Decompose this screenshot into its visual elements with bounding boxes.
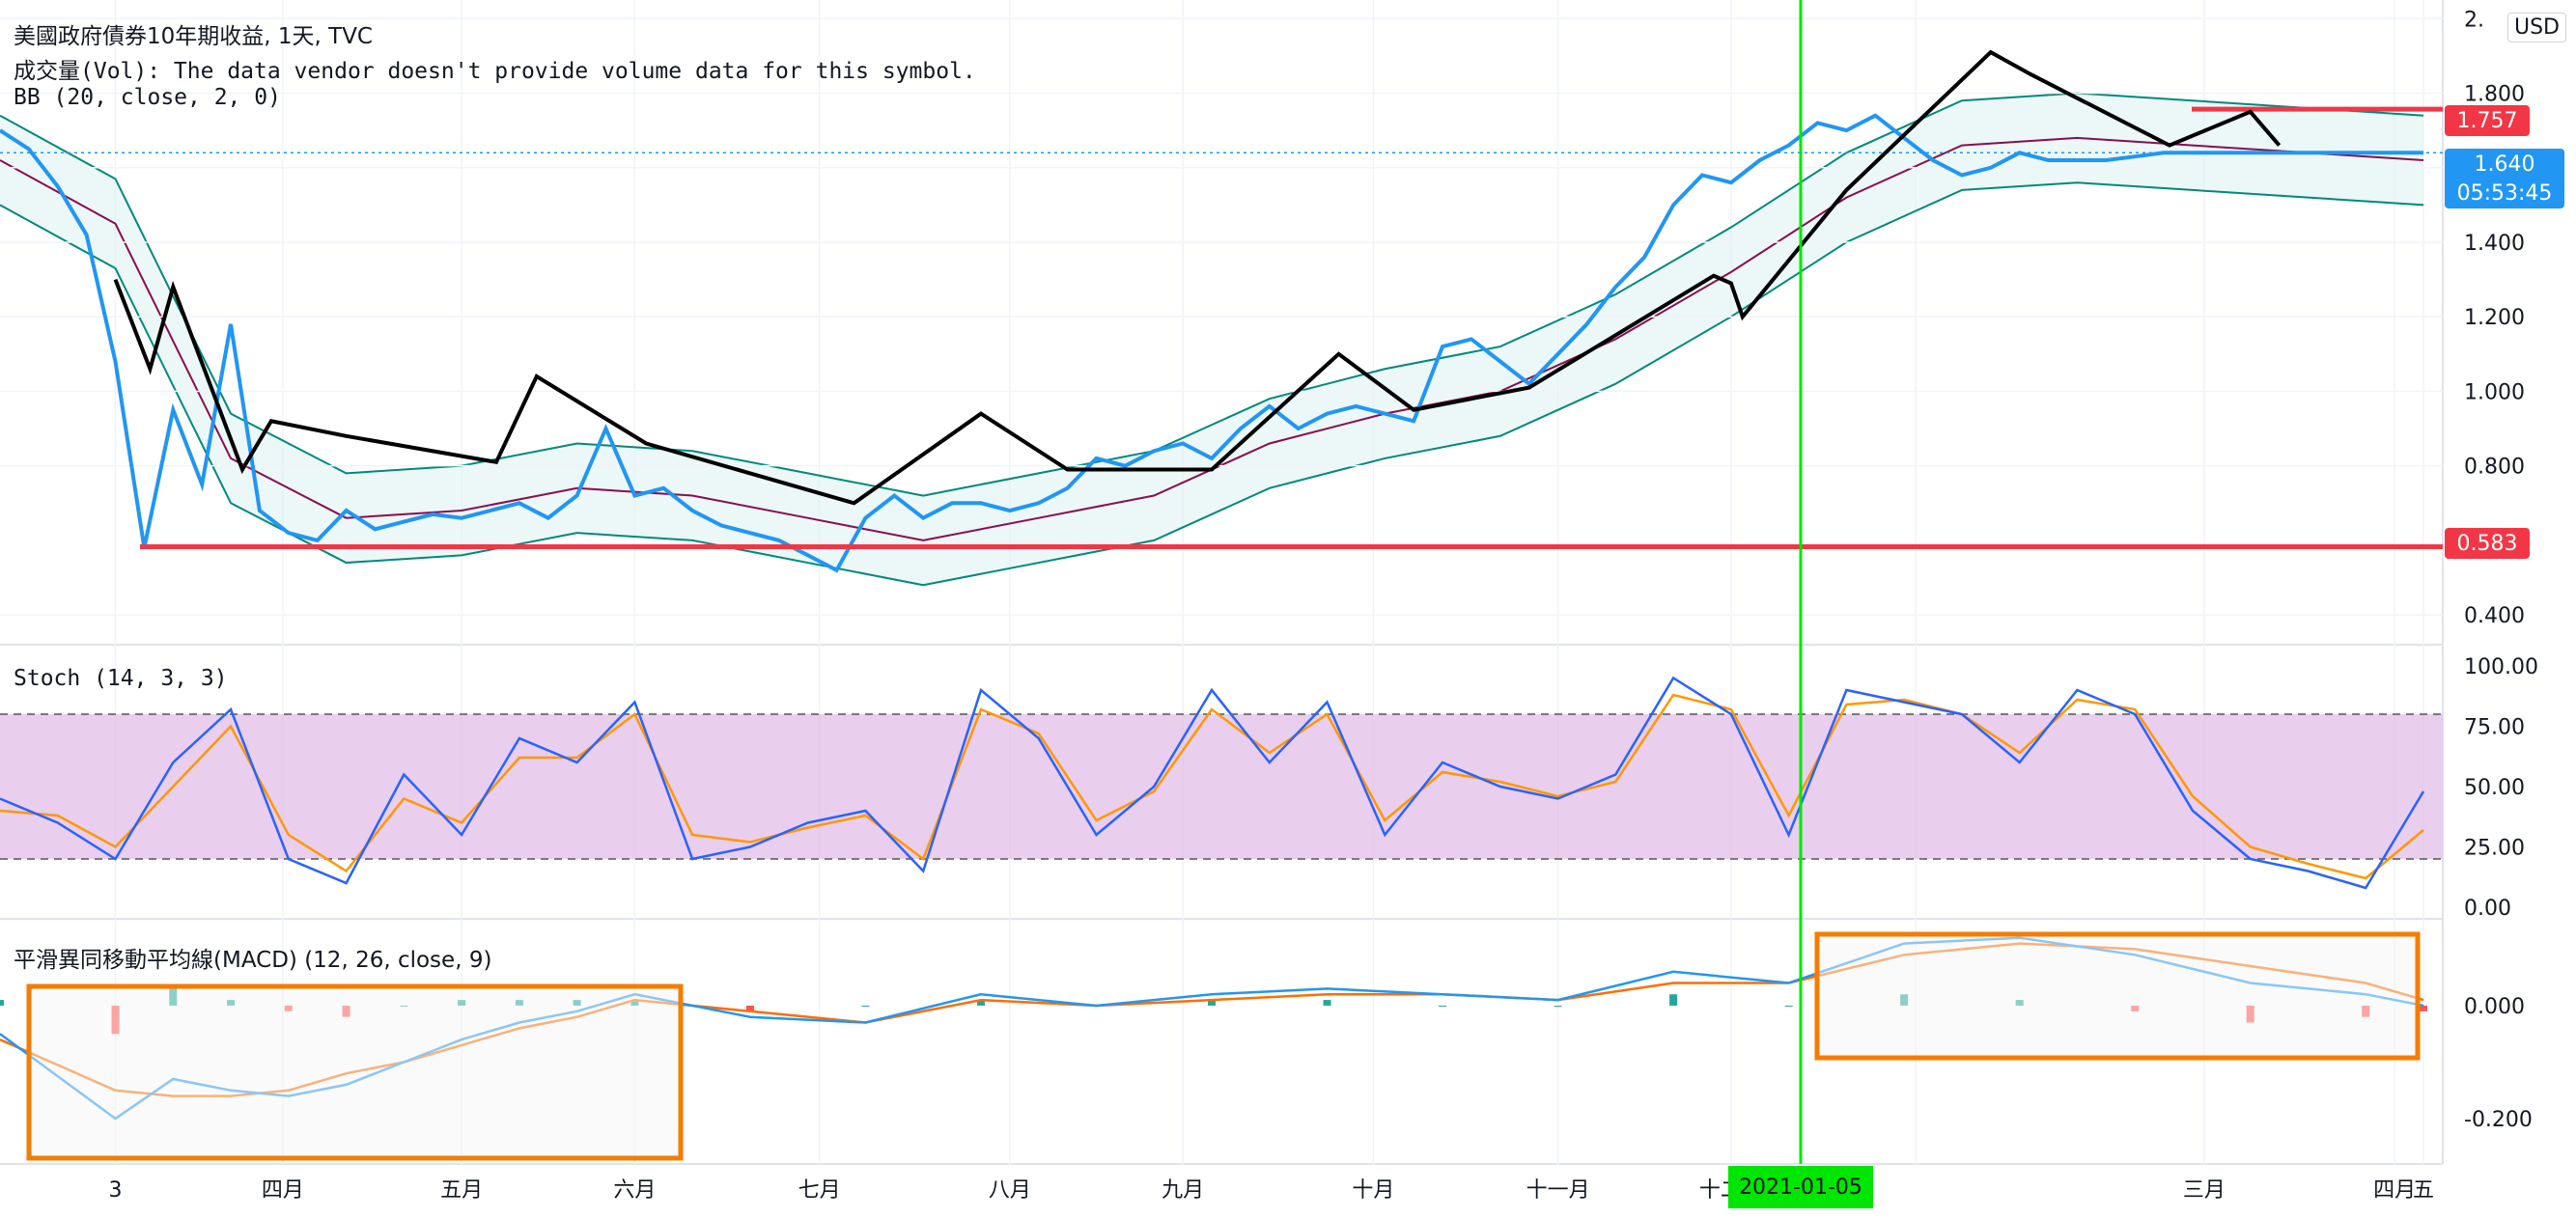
macd-histogram-bar — [861, 1005, 870, 1007]
time-tick-label: 六月 — [613, 1178, 656, 1203]
stoch-tick-label: 50.00 — [2464, 776, 2525, 800]
legend-title: 美國政府債券10年期收益, 1天, TVC — [14, 24, 373, 49]
countdown-label: 05:53:45 — [2445, 178, 2564, 208]
resistance-price-label: 1.757 — [2445, 105, 2530, 136]
currency-button[interactable]: USD — [2506, 13, 2566, 42]
macd-histogram-bar — [1208, 1000, 1216, 1006]
legend-volume: 成交量(Vol): The data vendor doesn't provid… — [14, 59, 976, 84]
price-tick-label: 1.400 — [2464, 232, 2525, 256]
price-tick-label: 1.800 — [2464, 83, 2525, 107]
price-tick-label: 1.000 — [2464, 380, 2525, 404]
stoch-k-line — [0, 676, 2425, 890]
time-tick-label: 3 — [109, 1178, 123, 1203]
macd-histogram-bar — [1439, 1005, 1447, 1007]
time-tick-label: 十一月 — [1526, 1178, 1590, 1203]
trend-line — [113, 49, 2282, 506]
time-tick-label: 三月 — [2183, 1178, 2226, 1203]
price-tick-label: 0.400 — [2464, 604, 2525, 628]
bb-upper-line — [0, 92, 2424, 497]
price-line — [0, 113, 2423, 573]
macd-histogram-bar — [1554, 1005, 1562, 1007]
macd-histogram-bar — [1669, 994, 1678, 1006]
annotation-box-right — [1814, 931, 2421, 1061]
time-tick-label: 八月 — [989, 1178, 1031, 1203]
legend-stoch: Stoch (14, 3, 3) — [14, 666, 228, 691]
price-tick-label: 2. — [2464, 8, 2484, 32]
stoch-tick-label: 25.00 — [2464, 837, 2525, 861]
last-price-label: 1.640 — [2445, 149, 2564, 180]
time-tick-label: 九月 — [1162, 1178, 1204, 1203]
price-tick-label: 1.200 — [2464, 306, 2525, 330]
price-tick-label: 0.800 — [2464, 456, 2525, 480]
time-tick-label: 七月 — [798, 1178, 841, 1203]
support-price-label: 0.583 — [2445, 528, 2530, 559]
stoch-tick-label: 0.00 — [2464, 897, 2511, 921]
legend-macd: 平滑異同移動平均線(MACD) (12, 26, close, 9) — [14, 948, 492, 973]
time-tick-label: 五月 — [440, 1178, 483, 1203]
macd-tick-label: 0.000 — [2464, 995, 2525, 1019]
stoch-tick-label: 75.00 — [2464, 716, 2525, 740]
stoch-d-line — [0, 693, 2424, 880]
stoch-band — [0, 714, 2443, 859]
time-tick-label: 五 — [2413, 1178, 2434, 1203]
stoch-tick-label: 100.00 — [2464, 655, 2538, 679]
macd-histogram-bar — [1323, 1000, 1331, 1006]
macd-tick-label: -0.200 — [2464, 1108, 2533, 1132]
macd-histogram-bar — [1784, 1005, 1793, 1007]
bb-fill — [0, 93, 2423, 586]
time-tick-label: 四月 — [2373, 1178, 2416, 1203]
bb-lower-line — [0, 181, 2424, 587]
legend-bb: BB (20, close, 2, 0) — [14, 85, 281, 110]
macd-histogram-bar — [2420, 1005, 2427, 1011]
highlight-date-label: 2021-01-05 — [1728, 1166, 1873, 1208]
time-tick-label: 十月 — [1352, 1178, 1394, 1203]
macd-histogram-bar — [0, 1000, 4, 1006]
macd-histogram-bar — [976, 1000, 985, 1006]
macd-histogram-bar — [745, 1005, 754, 1011]
annotation-box-left — [26, 983, 684, 1161]
time-tick-label: 四月 — [262, 1178, 304, 1203]
